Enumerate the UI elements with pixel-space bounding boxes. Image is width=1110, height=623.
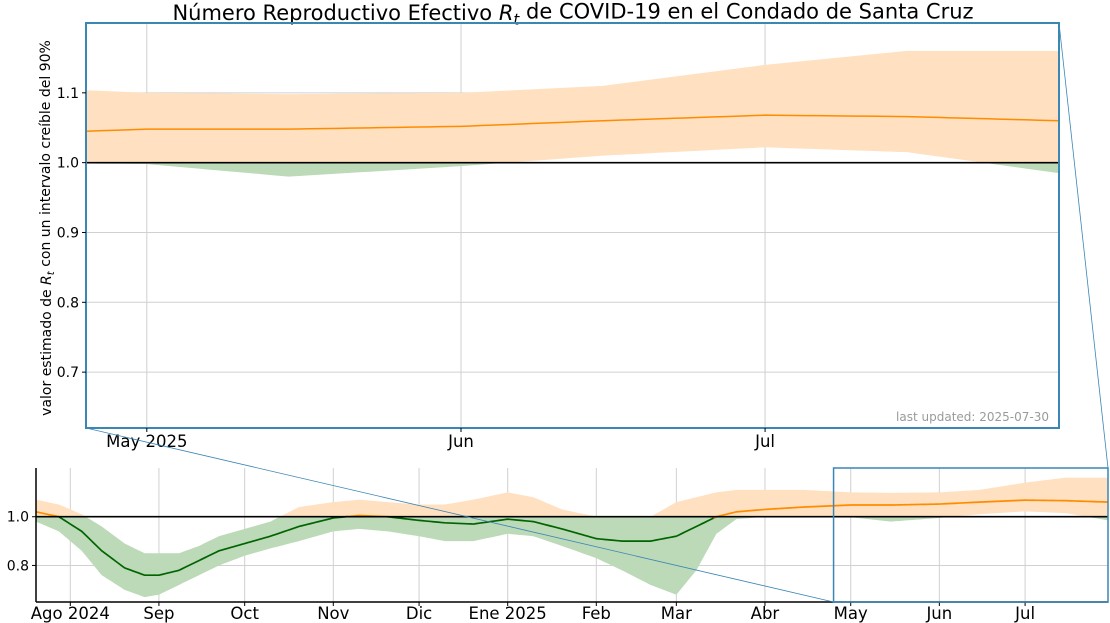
x-tick-label-0: May 2025 [106, 432, 187, 451]
y-tick-label-1: 1.0 [7, 510, 29, 526]
y-tick-label-1: 0.8 [57, 295, 79, 311]
ci-band-above [36, 477, 1108, 517]
rt-line-segment-3 [387, 515, 717, 542]
x-tick-label-7: Mar [661, 604, 692, 623]
zoom-connectors [85, 22, 1109, 603]
zoom-window-box [832, 467, 1109, 603]
x-tick-label-9: May [834, 604, 868, 623]
x-tick-label-10: Jun [925, 604, 952, 623]
inset-frame [85, 22, 1060, 429]
x-tick-label-6: Feb [582, 604, 611, 623]
x-tick-label-2: Jul [754, 432, 775, 451]
ci-band-below [36, 516, 1108, 598]
ci-band-below [86, 162, 1059, 177]
x-tick-label-5: Ene 2025 [469, 604, 547, 623]
x-tick-label-1: Jun [447, 432, 474, 451]
x-tick-label-11: Jul [1014, 604, 1035, 623]
y-tick-label-3: 1.0 [57, 156, 79, 172]
y-tick-label-2: 0.9 [57, 225, 79, 241]
y-tick-label-4: 1.1 [57, 86, 79, 102]
x-tick-label-0: Ago 2024 [31, 604, 110, 623]
y-tick-label-0: 0.8 [7, 558, 29, 574]
x-tick-label-3: Nov [317, 604, 349, 623]
rt-line-segment-1 [58, 515, 348, 577]
x-tick-label-8: Abr [751, 604, 780, 623]
rt-line-segment-4 [713, 499, 1108, 519]
ci-band-above [86, 50, 1059, 163]
rt-line-segment-0 [86, 114, 1059, 132]
y-tick-label-0: 0.7 [57, 365, 79, 381]
y-axis-label: valor estimado de Rt con un intervalo cr… [38, 40, 57, 416]
x-tick-label-4: Dic [406, 604, 432, 623]
x-tick-label-2: Oct [230, 604, 259, 623]
connector-right [1058, 22, 1109, 469]
connector-left [85, 427, 834, 603]
chart-title: Número Reproductivo Efectivo Rt de COVID… [172, 0, 973, 29]
x-tick-label-1: Sep [143, 604, 174, 623]
main-plot: 0.8 1.0 Ago 2024 Sep Oct Nov Dic Ene 2025 Feb Mar… [7, 467, 1109, 623]
last-updated-note: last updated: 2025-07-30 [896, 410, 1049, 424]
inset-plot: 0.7 0.8 0.9 1.0 1.1 May 2025 Jun Jul [57, 22, 1060, 451]
